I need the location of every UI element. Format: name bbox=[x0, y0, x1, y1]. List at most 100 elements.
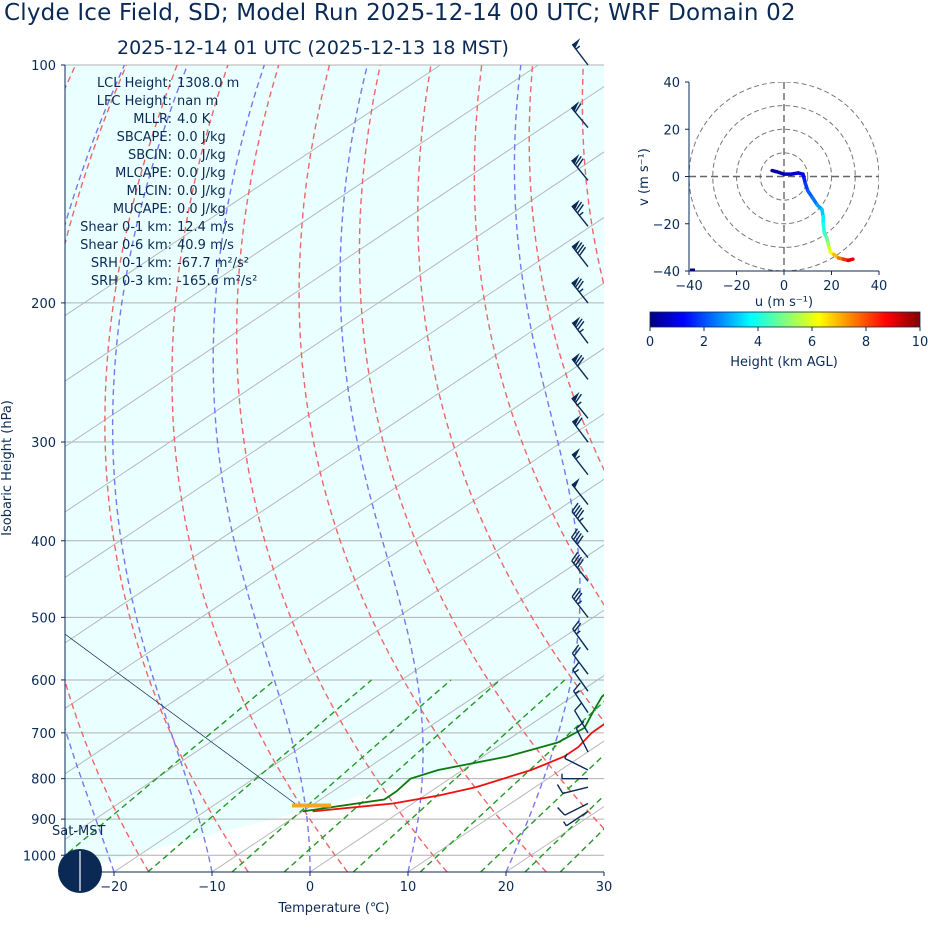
wind-barb bbox=[563, 810, 589, 827]
wind-barb-flag bbox=[572, 316, 581, 327]
mixing-ratio-lines bbox=[65, 679, 604, 872]
wind-barb-staff bbox=[564, 802, 589, 816]
moist-adiabat-line bbox=[505, 65, 581, 872]
wind-barb-staff bbox=[564, 757, 589, 771]
stat-value: 4.0 K bbox=[177, 112, 211, 127]
x-tick-label: −20 bbox=[100, 880, 127, 895]
y-tick-label: 200 bbox=[31, 297, 56, 312]
mixing-ratio-line bbox=[419, 700, 604, 872]
wind-barb-half-feather bbox=[563, 821, 567, 827]
y-tick-label: 800 bbox=[31, 773, 56, 788]
stat-label: SBCIN: bbox=[128, 148, 172, 163]
x-tick-label: 20 bbox=[498, 880, 515, 895]
wind-barb-feather bbox=[573, 646, 581, 657]
wind-barb bbox=[561, 773, 588, 780]
wind-barb bbox=[572, 620, 589, 651]
hodograph-segment bbox=[846, 257, 855, 263]
y-tick-label: 700 bbox=[31, 727, 56, 742]
wind-barb-half-feather bbox=[575, 45, 581, 50]
wind-barb bbox=[571, 38, 589, 66]
wind-barb-staff bbox=[562, 786, 589, 795]
dry-adiabat-line bbox=[298, 65, 547, 872]
wind-barb-staff bbox=[571, 652, 589, 675]
wind-barb-feather bbox=[574, 103, 582, 113]
colorbar-tick-label: 2 bbox=[700, 335, 708, 350]
wind-barb bbox=[564, 753, 589, 771]
colorbar-tick-label: 10 bbox=[912, 335, 928, 350]
wind-barb-feather bbox=[574, 278, 583, 288]
wind-barb-feather bbox=[575, 507, 583, 517]
dry-adiabat-line bbox=[736, 65, 928, 872]
isotherm-line bbox=[65, 413, 604, 775]
wind-barb-half-feather bbox=[575, 455, 581, 460]
wind-barb bbox=[571, 276, 589, 304]
isotherm-line bbox=[65, 347, 604, 709]
wind-barb-feather bbox=[571, 528, 579, 538]
wind-barb bbox=[571, 478, 589, 506]
wind-barb-half-feather bbox=[577, 600, 583, 605]
height-colorbar: 0 2 4 6 8 10 Height (km AGL) bbox=[646, 311, 928, 370]
wind-barb-staff bbox=[571, 596, 589, 618]
wind-barb-feather bbox=[571, 587, 579, 598]
wind-barb-half-feather bbox=[579, 328, 584, 333]
dry-adiabat-line bbox=[581, 65, 604, 289]
wind-barb-flag bbox=[571, 154, 580, 165]
wind-barb-feather bbox=[574, 155, 582, 166]
moist-adiabats bbox=[65, 65, 604, 872]
wind-barb-half-feather bbox=[574, 668, 580, 674]
y-tick-label: 600 bbox=[31, 674, 56, 689]
hodo-x-tick-label: 0 bbox=[780, 279, 788, 294]
wind-barb-feather bbox=[573, 682, 581, 692]
wind-barb-feather bbox=[572, 661, 580, 671]
wind-barb-feather bbox=[576, 158, 584, 168]
wind-barb-flag bbox=[572, 448, 581, 459]
wind-barb-staff bbox=[574, 710, 589, 734]
wind-barb-feather bbox=[577, 320, 585, 331]
wind-barb-flag bbox=[571, 276, 580, 287]
wind-barb bbox=[574, 702, 589, 734]
stat-label: SRH 0-3 km: bbox=[91, 274, 172, 289]
wind-barb-feather bbox=[572, 620, 580, 630]
wind-barb-staff bbox=[571, 483, 589, 506]
wind-barb-feather bbox=[576, 558, 584, 569]
colorbar-gradient bbox=[649, 311, 921, 328]
isotherm-line bbox=[65, 216, 604, 579]
skewt-axes bbox=[64, 65, 604, 873]
dry-adiabat-line bbox=[358, 65, 604, 830]
wind-barb-feather bbox=[575, 242, 583, 252]
x-tick-label: 30 bbox=[596, 880, 613, 895]
wind-barbs bbox=[556, 38, 589, 827]
y-tick-label: 100 bbox=[31, 59, 56, 74]
hodo-y-tick-label: −40 bbox=[653, 265, 680, 280]
isotherm-line bbox=[603, 871, 604, 872]
stat-value: 1308.0 m bbox=[177, 76, 239, 91]
wind-barb-feather bbox=[576, 357, 585, 367]
colorbar-tick-label: 4 bbox=[754, 335, 762, 350]
dry-adiabat-line bbox=[235, 65, 448, 872]
wind-barb-flag bbox=[571, 101, 580, 112]
isotherm-line bbox=[65, 282, 604, 644]
colorbar-tick-label: 6 bbox=[808, 335, 816, 350]
wind-barb-flag bbox=[571, 391, 580, 402]
hodograph-chart: −40 −20 0 20 40 40 20 0 −20 −40 u (m s⁻¹) v (m s⁻¹) bbox=[637, 76, 887, 310]
moist-region-shading bbox=[65, 65, 604, 872]
stat-label: SBCAPE: bbox=[117, 130, 172, 145]
hodo-x-tick-label: −20 bbox=[723, 279, 750, 294]
dry-adiabats bbox=[65, 65, 928, 872]
wind-barb-feather bbox=[576, 535, 584, 545]
wind-barb-feather bbox=[574, 556, 583, 566]
wind-barb-staff bbox=[571, 159, 589, 181]
wind-barb-feather bbox=[576, 280, 584, 291]
isotherm-line bbox=[65, 65, 539, 382]
wind-barb-staff bbox=[572, 628, 589, 651]
wind-barb-half-feather bbox=[576, 401, 582, 406]
x-tick-label: −10 bbox=[198, 880, 225, 895]
temperature-profile bbox=[312, 723, 604, 813]
wind-barb-staff bbox=[571, 358, 589, 380]
moist-adiabat-line bbox=[212, 65, 311, 872]
wind-barb-feather bbox=[573, 622, 582, 632]
stat-label: LCL Height: bbox=[97, 76, 172, 91]
mixing-ratio-line bbox=[283, 679, 501, 872]
wind-barb bbox=[570, 101, 589, 129]
